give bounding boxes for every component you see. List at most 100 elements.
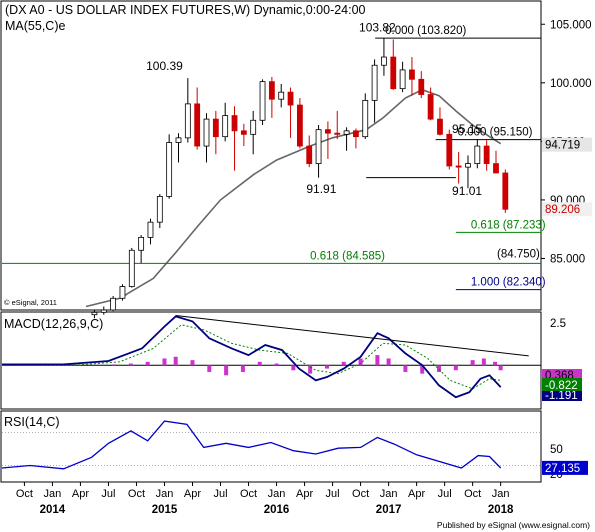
macd-hist-bar [190, 360, 195, 366]
x-year-label: 2014 [40, 504, 66, 516]
candle-body [91, 311, 98, 316]
macd-hist-bar [403, 365, 408, 372]
x-tick-label: Jul [213, 488, 227, 500]
macd-hist-bar [437, 365, 442, 372]
candle-body [474, 145, 481, 165]
swing-label: 91.91 [306, 182, 336, 196]
candle-body [325, 129, 331, 134]
price-ytick-label: 100.000 [550, 78, 592, 90]
candle-body [437, 118, 443, 135]
candle-body [343, 130, 350, 135]
candle-body [362, 99, 369, 138]
x-tick-label: Jan [492, 488, 510, 500]
candle-body [418, 78, 425, 95]
macd-hist-bar [420, 365, 425, 374]
macd-hist-bar [207, 365, 212, 372]
macd-hist-bar [240, 365, 245, 372]
x-tick-label: Oct [352, 488, 369, 500]
macd-hist-box [542, 389, 582, 401]
x-tick-label: Jan [380, 488, 398, 500]
fib-level-label: 0.000 (95.150) [458, 127, 533, 139]
macd-panel-label: MACD(12,26,9,C) [4, 317, 103, 331]
chart-title: (DX A0 - US DOLLAR INDEX FUTURES,W) Dyna… [5, 3, 366, 17]
candle-body [409, 69, 415, 80]
swing-label: 91.01 [452, 184, 482, 198]
swing-label: 95.15 [452, 122, 482, 136]
candle-body [399, 69, 406, 90]
candle-body [175, 137, 182, 143]
x-tick-label: Jul [101, 488, 115, 500]
rsi-current-value: 27.135 [545, 463, 580, 475]
candle-body [119, 286, 126, 299]
candle-body [110, 297, 117, 311]
macd-hist-value: -1.191 [545, 390, 578, 402]
candle-body [194, 103, 201, 147]
macd-ytick-label: 2.5 [550, 318, 566, 330]
candle-body [455, 165, 462, 168]
macd-hist-bar [145, 361, 150, 366]
rsi-plot: 502027.135 [1, 420, 588, 481]
ma-overlay-label: MA(55,C)e [5, 19, 65, 33]
candle-body [203, 118, 210, 147]
x-tick-label: Oct [240, 488, 257, 500]
x-tick-label: Apr [72, 488, 89, 500]
candle-body [184, 103, 191, 139]
candle-body [250, 119, 257, 135]
candle-body [502, 172, 509, 210]
macd-hist-bar [498, 365, 503, 371]
macd-trendline [175, 315, 529, 357]
x-tick-label: Oct [16, 488, 33, 500]
candle-body [156, 196, 163, 223]
candle-body [381, 56, 387, 66]
candle-body [353, 130, 359, 138]
x-tick-label: Jan [44, 488, 62, 500]
candle-body [240, 130, 247, 135]
macd-line [2, 315, 502, 399]
close-marker-label: 94.719 [545, 140, 580, 152]
price-ytick-label: 85.000 [550, 253, 585, 265]
candle-body [427, 94, 434, 120]
candle-body [306, 145, 313, 165]
x-year-label: 2016 [264, 504, 290, 516]
swing-label: 103.82 [359, 20, 396, 34]
macd-hist-bar [257, 361, 262, 366]
macd-hist-bar [386, 358, 391, 366]
rsi-panel-label: RSI(14,C) [4, 415, 60, 429]
macd-hist-bar [128, 363, 133, 366]
rsi-ytick-label: 50 [550, 444, 563, 456]
candle-body [334, 132, 341, 135]
rsi-line [1, 420, 502, 470]
candle-body [287, 91, 294, 106]
x-tick-label: Jan [268, 488, 286, 500]
footer-credit: Published by eSignal (www.esignal.com) [437, 520, 590, 530]
candle-body [315, 129, 322, 165]
x-tick-label: Jan [156, 488, 174, 500]
macd-hist-bar [324, 365, 329, 369]
candle-body [465, 163, 471, 168]
macd-line-box [542, 378, 582, 391]
candle-body [259, 81, 266, 121]
x-tick-label: Jul [326, 488, 340, 500]
candle-body [493, 163, 499, 174]
fib-level-label: 0.618 (87.233) [471, 219, 546, 231]
candle-body [446, 133, 453, 167]
time-axis: Oct Jan Apr Jul Oct Jan Apr Jul Oct Jan Apr Jul Oct J… [16, 482, 514, 516]
price-ytick-label: 105.000 [550, 19, 592, 31]
candle-body [231, 115, 238, 132]
watermark: © eSignal, 2011 [4, 298, 57, 307]
candle-body [296, 104, 303, 147]
macd-hist-bar [112, 364, 117, 366]
candle-body [166, 142, 173, 197]
x-tick-label: Oct [128, 488, 145, 500]
x-year-label: 2017 [376, 504, 402, 516]
swing-label: 100.39 [146, 59, 183, 73]
x-tick-label: Apr [408, 488, 425, 500]
x-tick-label: Apr [296, 488, 313, 500]
macd-hist-bar [274, 363, 279, 366]
macd-hist-bar [453, 365, 458, 371]
macd-hist-bar [291, 365, 296, 371]
candle-body [222, 115, 229, 138]
candle-body [212, 118, 219, 138]
candle-body [100, 309, 107, 313]
